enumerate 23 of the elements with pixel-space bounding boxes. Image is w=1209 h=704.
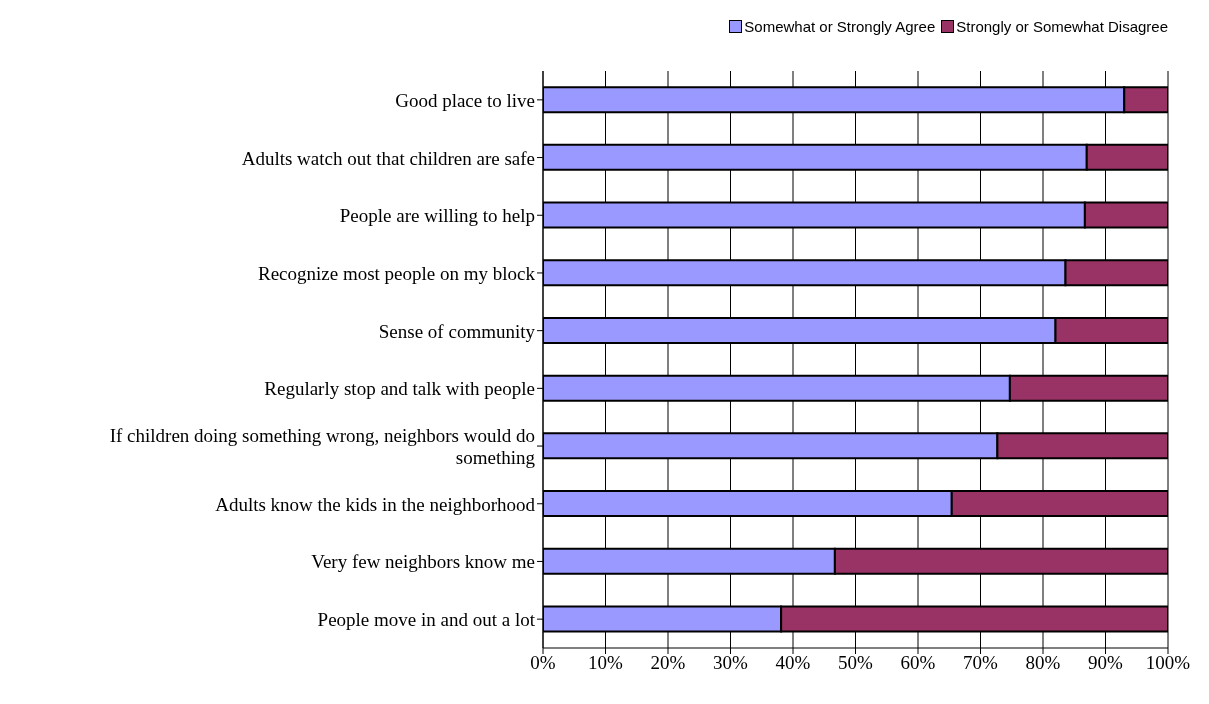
x-tick-label: 60% (900, 652, 936, 674)
y-tick-label: Good place to live (395, 89, 535, 111)
y-tick-label: Adults watch out that children are safe (241, 147, 535, 169)
y-tick-label: If children doing something wrong, neighbors would do something (109, 424, 536, 468)
y-tick-label: Sense of community (378, 320, 536, 342)
y-tick-label: Regularly stop and talk with people (264, 377, 535, 399)
legend-label: Somewhat or Strongly Agree (744, 18, 936, 35)
x-tick-label: 20% (650, 652, 686, 674)
x-tick-label: 80% (1025, 652, 1061, 674)
y-tick-label: Very few neighbors know me (311, 550, 535, 572)
x-tick-label: 10% (588, 652, 624, 674)
y-tick-label: Recognize most people on my block (257, 262, 536, 284)
x-tick-label: 40% (775, 652, 811, 674)
y-tick-label: Adults know the kids in the neighborhood (215, 493, 536, 515)
y-tick-label: People are willing to help (339, 204, 535, 226)
x-tick-label: 70% (963, 652, 999, 674)
x-tick-label: 30% (713, 652, 749, 674)
x-tick-label: 50% (838, 652, 874, 674)
x-tick-label: 90% (1088, 652, 1124, 674)
x-tick-label: 100% (1145, 652, 1191, 674)
x-tick-label: 0% (530, 652, 556, 674)
y-tick-label: People move in and out a lot (317, 608, 536, 630)
legend-label: Strongly or Somewhat Disagree (956, 18, 1168, 35)
